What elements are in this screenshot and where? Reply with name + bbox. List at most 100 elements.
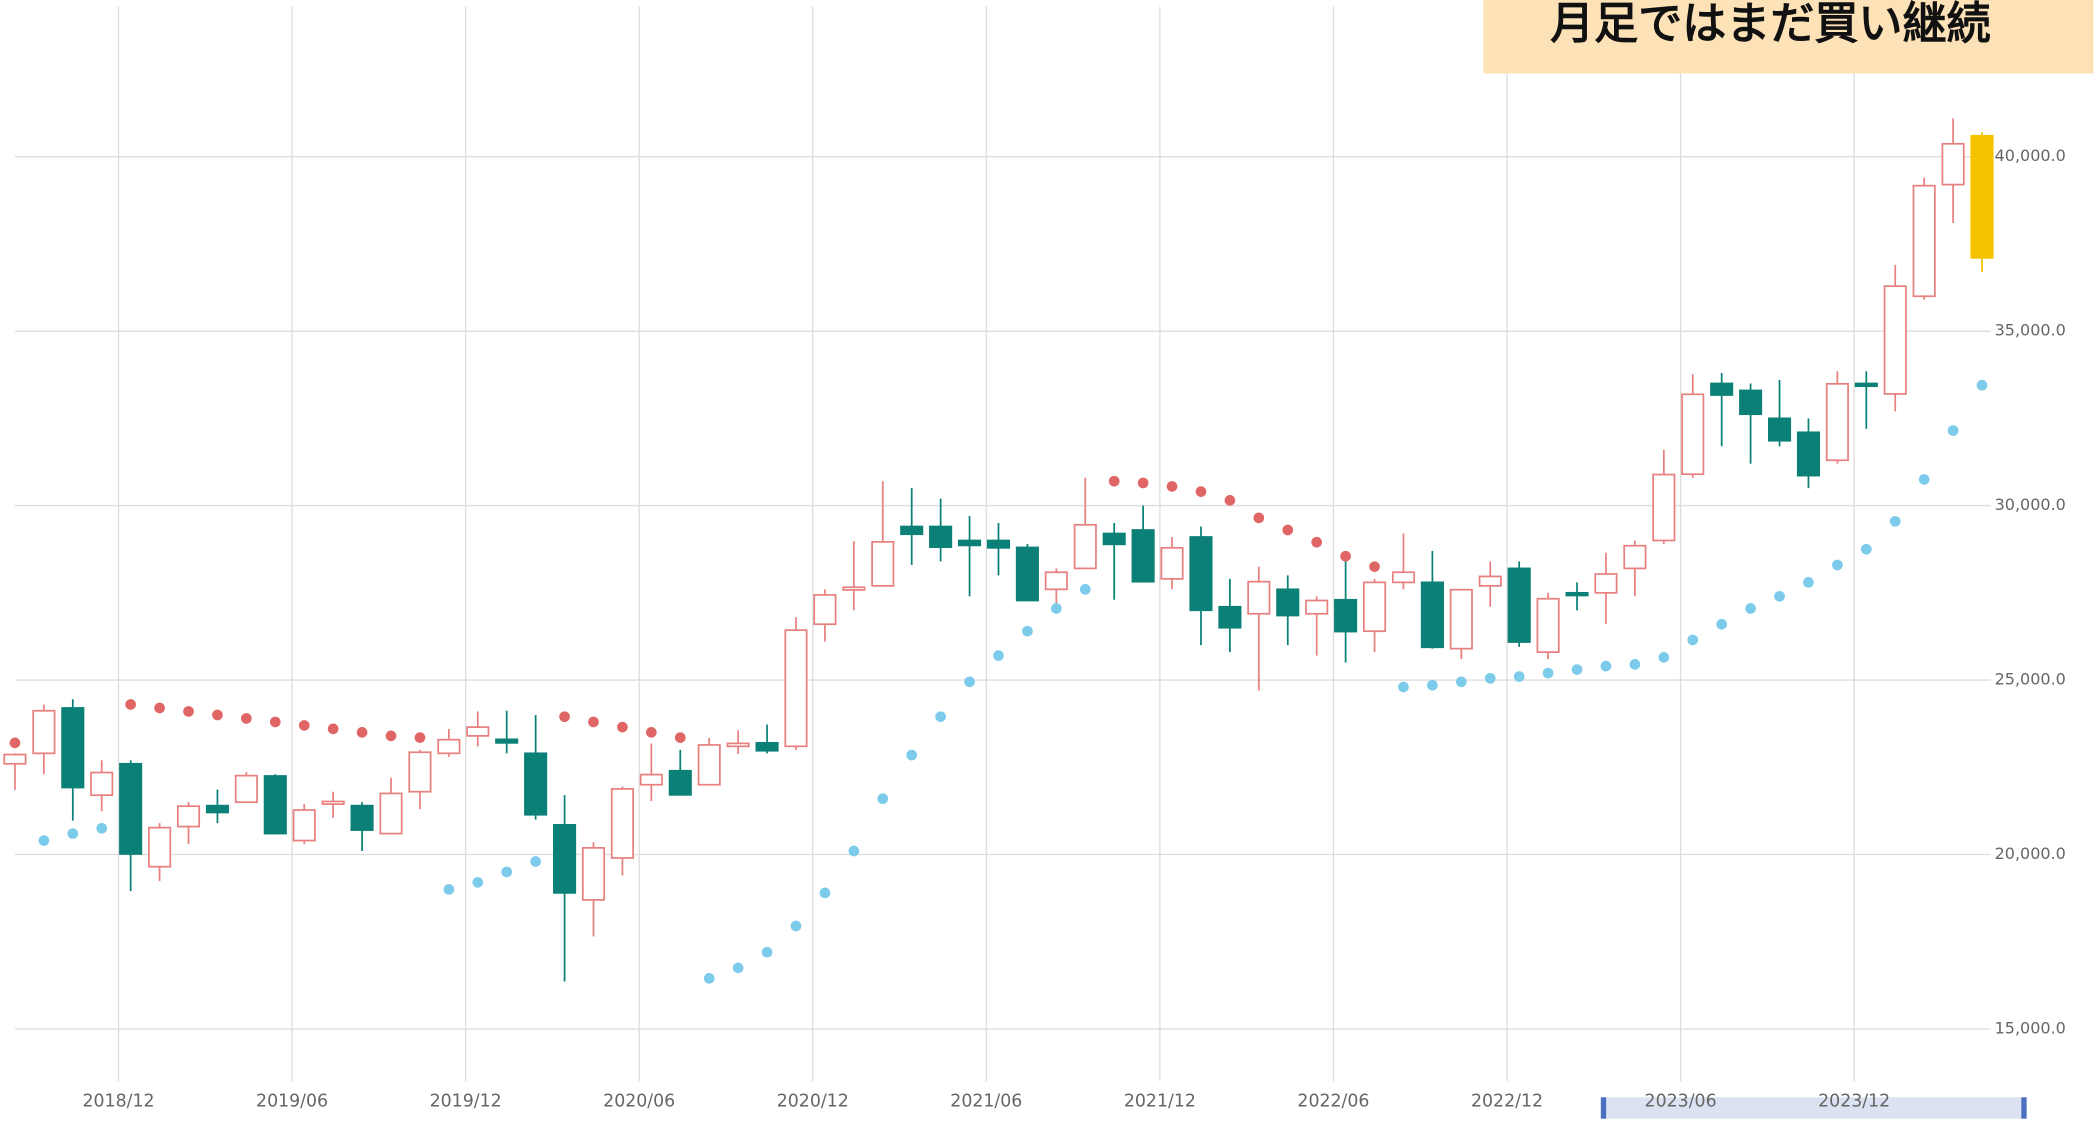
sar-dot <box>790 920 802 932</box>
candle-body <box>466 726 490 737</box>
sar-dot <box>183 706 194 717</box>
sar-dot <box>154 702 165 714</box>
sar-dot <box>472 877 484 888</box>
sar-dot <box>993 650 1004 661</box>
x-tick-label: 2019/12 <box>430 1091 502 1111</box>
sar-dot <box>1369 561 1380 572</box>
sar-dot <box>1889 515 1901 527</box>
candle-body <box>1189 536 1213 612</box>
sar-dot <box>9 737 21 749</box>
candle-body <box>1102 532 1126 546</box>
sar-dot <box>1311 536 1323 548</box>
sar-dot <box>559 711 570 723</box>
sar-dot <box>906 749 918 761</box>
x-tick-label: 2021/12 <box>1124 1091 1196 1111</box>
candle-body <box>726 742 750 748</box>
candle-body <box>1796 431 1821 477</box>
sar-dot <box>356 727 368 738</box>
candle-body <box>813 594 837 626</box>
candle-body <box>755 741 779 752</box>
chart-title: 月足ではまだ買い継続 <box>1550 0 1990 50</box>
candle-body <box>784 629 808 748</box>
candle-body <box>1912 184 1936 298</box>
candle-body <box>1015 546 1039 602</box>
y-tick-label: 25,000.0 <box>1995 670 2066 689</box>
sar-dot <box>1166 481 1178 492</box>
navigator[interactable] <box>1603 1097 2026 1119</box>
candle-body <box>1767 417 1792 442</box>
x-tick-label: 2022/06 <box>1297 1091 1369 1111</box>
sar-dot <box>1282 524 1294 536</box>
candle-body <box>1710 382 1734 396</box>
sar-dot <box>588 716 599 728</box>
sar-dot <box>1716 618 1728 630</box>
x-tick-label: 2018/12 <box>82 1091 154 1111</box>
y-tick-label: 35,000.0 <box>1995 321 2066 340</box>
candle-body <box>32 709 56 755</box>
sar-dot <box>1253 512 1265 524</box>
sar-dot <box>38 835 50 846</box>
candle-body <box>90 771 114 797</box>
sar-dot <box>501 866 513 878</box>
sar-dot <box>761 946 773 958</box>
sar-dot <box>819 887 831 899</box>
candle-body <box>205 804 229 814</box>
candle-body <box>1218 605 1242 629</box>
sar-dot <box>269 716 281 728</box>
sar-dot <box>1687 634 1699 646</box>
candle-body <box>1449 588 1473 650</box>
navigator-handle[interactable] <box>1600 1097 1607 1119</box>
candle-body <box>1334 598 1358 633</box>
sar-dot <box>848 845 860 857</box>
sar-dot <box>877 793 889 805</box>
candle-body <box>1507 567 1531 643</box>
x-tick-label: 2023/12 <box>1818 1091 1890 1111</box>
candle-body <box>697 744 721 786</box>
candle-body <box>610 788 634 859</box>
candle-body <box>1276 588 1300 617</box>
candle-body <box>379 792 403 835</box>
sar-dot <box>617 721 628 733</box>
candle-body <box>524 752 548 816</box>
candle-body <box>553 823 577 894</box>
sar-dot <box>530 856 541 867</box>
sar-dot <box>1137 477 1149 489</box>
x-tick-label: 2023/06 <box>1645 1091 1717 1111</box>
candle-body <box>350 804 374 831</box>
candle-body <box>1478 575 1502 587</box>
sar-dot <box>1803 577 1814 588</box>
candle-body <box>61 707 85 789</box>
sar-dot <box>1427 679 1438 691</box>
candle-body <box>639 773 663 786</box>
sar-dot <box>1745 603 1756 614</box>
y-tick-label: 40,000.0 <box>1995 146 2066 165</box>
candle-body <box>437 738 461 755</box>
candle-body <box>1883 285 1907 395</box>
candle-body <box>871 541 895 587</box>
candle-body <box>842 586 866 591</box>
candle-body <box>1247 580 1271 615</box>
sar-dot <box>443 884 455 895</box>
candle-body <box>958 539 982 547</box>
navigator-handle[interactable] <box>2021 1097 2027 1119</box>
sar-dot <box>732 962 744 974</box>
candle-body <box>1941 142 1965 186</box>
candle-body <box>1362 581 1387 633</box>
sar-dot <box>1340 550 1351 562</box>
candle-body <box>495 738 519 744</box>
sar-dot <box>1108 475 1120 487</box>
candle-body <box>148 826 172 868</box>
candle-body <box>986 539 1011 549</box>
sar-dot <box>1484 672 1496 684</box>
y-tick-label: 15,000.0 <box>1995 1018 2066 1037</box>
sar-dot <box>674 732 686 743</box>
y-tick-label: 20,000.0 <box>1995 844 2066 863</box>
candle-body <box>1970 134 1994 259</box>
candle-body <box>292 809 316 842</box>
sar-dot <box>1542 667 1554 679</box>
sar-dot <box>1832 559 1843 571</box>
sar-dot <box>212 709 223 721</box>
sar-dot <box>1513 671 1525 682</box>
sar-dot <box>1947 425 1959 436</box>
